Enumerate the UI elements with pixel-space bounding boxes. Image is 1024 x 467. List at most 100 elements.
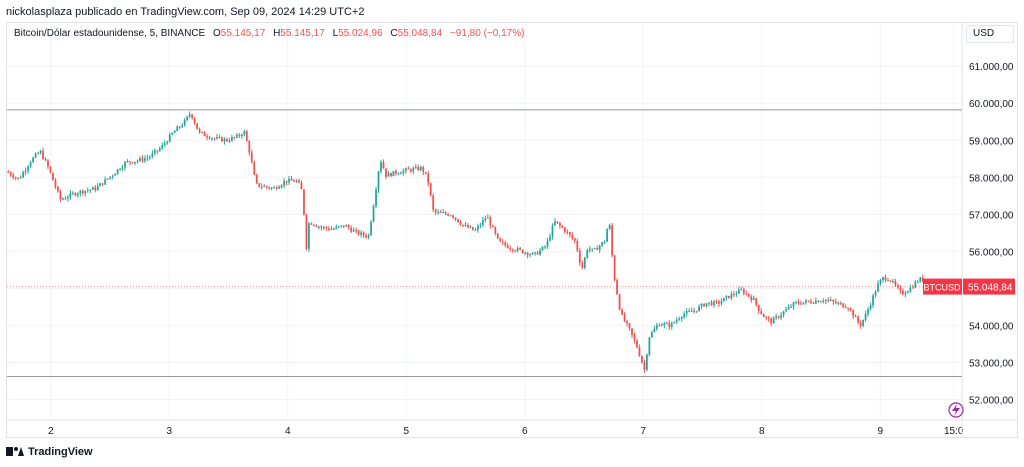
x-tick-label: 2 (48, 426, 54, 437)
candle-body (59, 191, 62, 200)
candle-body (84, 190, 87, 194)
high-value: 55.145,17 (280, 28, 325, 39)
candle-body (474, 229, 477, 231)
candle-body (432, 195, 435, 210)
candle-body (345, 225, 348, 227)
candle-body (462, 224, 464, 226)
candle-body (581, 263, 584, 268)
candle-body (494, 227, 497, 234)
candle-body (889, 280, 892, 282)
candle-body (211, 138, 213, 140)
candle-body (206, 136, 208, 138)
candle-body (29, 162, 32, 167)
currency-button[interactable]: USD (966, 25, 1014, 43)
candle-body (469, 227, 472, 229)
candle-body (367, 234, 370, 238)
candle-body (775, 316, 778, 318)
candle-body (226, 139, 228, 142)
candle-body (397, 173, 400, 175)
candle-body (531, 252, 534, 255)
y-tick-label: 61.000,00 (969, 62, 1014, 73)
candle-body (877, 283, 879, 292)
candle-body (675, 319, 678, 323)
candle-body (188, 114, 191, 117)
candle-body (919, 277, 922, 282)
candle-body (357, 230, 360, 235)
candle-body (792, 302, 795, 307)
candle-body (437, 211, 440, 213)
candle-body (79, 190, 82, 194)
candle-body (777, 316, 780, 318)
candles-group (7, 111, 951, 373)
candle-body (549, 236, 551, 241)
candle-body (810, 301, 812, 303)
candle-body (12, 175, 15, 178)
candle-body (772, 317, 775, 324)
candle-body (817, 300, 820, 303)
candle-body (660, 325, 663, 327)
candle-body (218, 137, 221, 139)
x-tick-label: 8 (759, 426, 765, 437)
candle-body (725, 295, 728, 298)
candle-body (270, 187, 273, 189)
candle-body (536, 252, 539, 255)
candle-body (911, 287, 914, 289)
candle-body (141, 158, 144, 161)
candle-body (129, 161, 131, 163)
close-label: C (390, 28, 398, 39)
x-tick-label: 7 (640, 426, 646, 437)
candle-body (198, 129, 201, 133)
close-value: 55.048,84 (397, 28, 443, 39)
candle-body (887, 279, 889, 281)
candle-body (151, 153, 154, 157)
symbol-description: Bitcoin/Dólar estadounidense, 5, BINANCE (14, 28, 206, 39)
x-tick-label: 3 (167, 426, 173, 437)
candle-body (544, 246, 546, 248)
candle-body (121, 167, 124, 170)
candle-body (735, 293, 738, 295)
candle-body (568, 232, 571, 235)
candle-body (842, 303, 845, 308)
candle-body (849, 308, 852, 310)
candle-body (566, 231, 569, 233)
candle-body (921, 277, 924, 282)
candle-body (44, 158, 47, 161)
candle-body (273, 187, 276, 189)
candle-body (395, 170, 397, 174)
candle-body (414, 166, 417, 169)
candle-body (571, 234, 574, 239)
candle-body (728, 295, 730, 299)
candle-body (223, 139, 226, 142)
candle-body (347, 225, 350, 228)
candle-body (161, 144, 164, 149)
candle-body (332, 228, 335, 230)
candle-body (688, 310, 691, 312)
candle-body (37, 153, 39, 155)
candle-body (857, 316, 860, 323)
candle-body (477, 226, 479, 230)
candle-body (427, 173, 430, 184)
candle-body (124, 161, 126, 168)
candle-body (720, 301, 723, 304)
candle-body (54, 180, 57, 188)
candle-body (844, 307, 847, 309)
candle-body (631, 328, 633, 335)
lightning-icon[interactable] (948, 402, 964, 418)
candle-body (181, 125, 184, 127)
candle-body (832, 299, 835, 302)
candle-body (216, 137, 218, 139)
candle-body (228, 140, 231, 142)
lightning-icon-bolt (952, 404, 960, 416)
candle-body (322, 226, 325, 228)
candle-body (723, 297, 725, 302)
candle-body (824, 299, 827, 302)
candle-body (489, 217, 492, 226)
candle-body (539, 250, 541, 255)
candle-body (340, 225, 343, 227)
candle-body (519, 248, 522, 250)
candle-body (310, 223, 313, 225)
candle-body (573, 238, 576, 241)
candle-body (139, 158, 141, 161)
candle-body (623, 314, 626, 322)
